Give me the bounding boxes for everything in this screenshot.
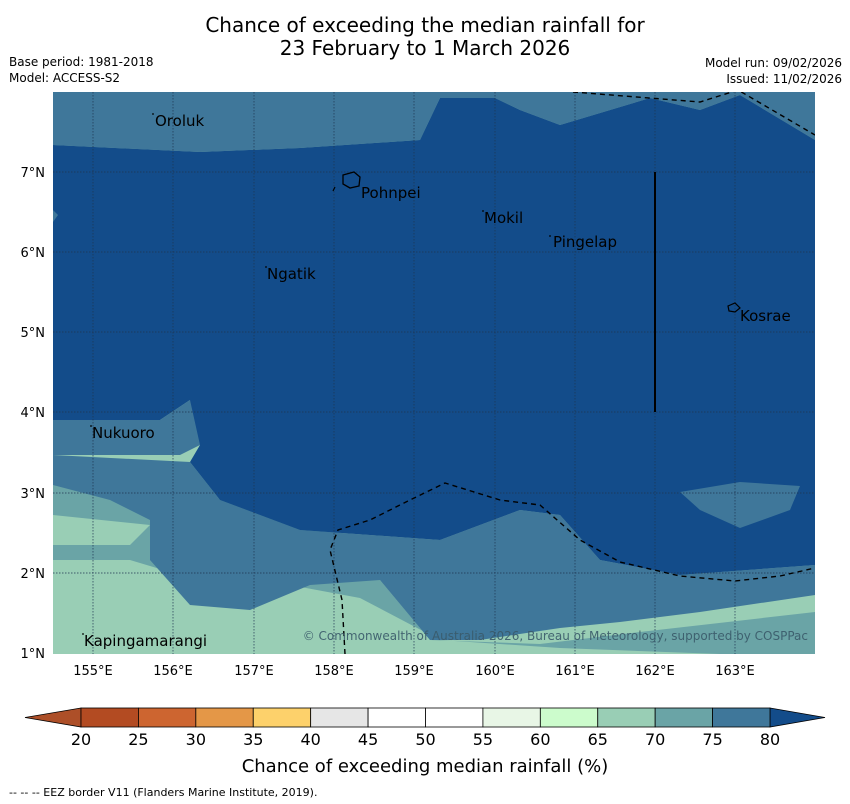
meta-right: Model run: 09/02/2026 Issued: 11/02/2026 [705, 55, 842, 87]
colorbar-segment [310, 707, 369, 728]
colorbar-tick-label: 50 [415, 730, 435, 749]
colorbar-title: Chance of exceeding median rainfall (%) [242, 756, 609, 777]
lon-160e: 160°E [475, 664, 515, 679]
label-nukuoro: Nukuoro [92, 424, 155, 442]
oroluk-dot [152, 113, 154, 115]
label-kapingamarangi: Kapingamarangi [84, 632, 207, 650]
title-line-1: Chance of exceeding the median rainfall … [205, 13, 645, 37]
colorbar-tick-label: 40 [300, 730, 320, 749]
lon-axis: 155°E 156°E 157°E 158°E 159°E 160°E 161°… [73, 664, 755, 679]
eez-legend-note: -- -- -- EEZ border V11 (Flanders Marine… [9, 786, 318, 799]
lon-161e: 161°E [555, 664, 595, 679]
eez-borders [329, 92, 815, 654]
colorbar [24, 707, 826, 728]
colorbar-segment [367, 707, 426, 728]
colorbar-high-extend [769, 707, 826, 728]
colorbar-tick-label: 25 [128, 730, 148, 749]
colorbar-low-extend [24, 707, 82, 728]
colorbar-segment [482, 707, 541, 728]
zone-mid-blue-east [680, 482, 800, 528]
issued-text: Issued: 11/02/2026 [726, 72, 842, 86]
colorbar-tick-label: 30 [186, 730, 206, 749]
lon-158e: 158°E [314, 664, 354, 679]
lon-159e: 159°E [394, 664, 434, 679]
lat-6n: 6°N [21, 246, 46, 261]
ngatik-dot [265, 266, 267, 268]
title-line-2: 23 February to 1 March 2026 [279, 36, 571, 60]
colorbar-tick-label: 80 [760, 730, 780, 749]
lon-156e: 156°E [153, 664, 193, 679]
colorbar-segment [654, 707, 713, 728]
zone-mid-blue-west-edge [53, 210, 58, 222]
zone-mid-blue-nukuoro [53, 400, 200, 455]
colorbar-tick-label: 75 [702, 730, 722, 749]
colorbar-segment [80, 707, 139, 728]
label-mokil: Mokil [484, 209, 523, 227]
colorbar-segment [195, 707, 254, 728]
copyright-text: © Commonwealth of Australia 2026, Bureau… [303, 629, 808, 643]
gridlines [53, 92, 815, 654]
lat-7n: 7°N [21, 166, 46, 181]
colorbar-tick-label: 65 [588, 730, 608, 749]
colorbar-tick-labels: 20 25 30 35 40 45 50 55 60 65 70 75 80 [71, 730, 780, 749]
colorbar-tick-label: 35 [243, 730, 263, 749]
meta-left: Base period: 1981-2018 Model: ACCESS-S2 [9, 54, 154, 86]
colorbar-segment [425, 707, 484, 728]
zone-mid-blue-north [53, 92, 815, 152]
model-run-text: Model run: 09/02/2026 [704, 56, 842, 70]
label-pingelap: Pingelap [553, 233, 617, 251]
lon-157e: 157°E [234, 664, 274, 679]
colorbar-segment [138, 707, 197, 728]
pohnpei-islet [332, 186, 336, 192]
lat-4n: 4°N [21, 406, 46, 421]
colorbar-segment [597, 707, 656, 728]
lat-2n: 2°N [21, 567, 46, 582]
lat-5n: 5°N [21, 326, 46, 341]
colorbar-tick-label: 20 [71, 730, 91, 749]
nukuoro-dot [90, 425, 92, 427]
colorbar-tick-label: 55 [473, 730, 493, 749]
label-ngatik: Ngatik [267, 265, 316, 283]
rainfall-field [53, 92, 815, 654]
lon-162e: 162°E [635, 664, 675, 679]
colorbar-segment [252, 707, 312, 728]
kosrae-outline [727, 302, 741, 313]
colorbar-segment [539, 707, 599, 728]
label-pohnpei: Pohnpei [361, 184, 421, 202]
label-oroluk: Oroluk [155, 112, 204, 130]
chart-title: Chance of exceeding the median rainfall … [0, 14, 850, 60]
zone-dark-blue [53, 95, 815, 575]
label-kosrae: Kosrae [740, 307, 791, 325]
pohnpei-outline [342, 171, 361, 189]
zone-light-teal-west [53, 515, 150, 545]
pingelap-dot [549, 235, 551, 237]
colorbar-segment [712, 707, 771, 728]
model-text: Model: ACCESS-S2 [9, 71, 121, 85]
zone-mid-blue-south [53, 455, 815, 640]
lat-axis: 7°N 6°N 5°N 4°N 3°N 2°N 1°N [21, 166, 46, 662]
colorbar-tick-label: 45 [358, 730, 378, 749]
colorbar-tick-label: 70 [645, 730, 665, 749]
base-period-text: Base period: 1981-2018 [9, 55, 154, 69]
mokil-dot [482, 210, 484, 212]
lat-3n: 3°N [21, 487, 46, 502]
kapingamarangi-dot [82, 633, 84, 635]
lon-163e: 163°E [715, 664, 755, 679]
colorbar-tick-label: 60 [530, 730, 550, 749]
lon-155e: 155°E [73, 664, 113, 679]
lat-1n: 1°N [21, 647, 46, 662]
